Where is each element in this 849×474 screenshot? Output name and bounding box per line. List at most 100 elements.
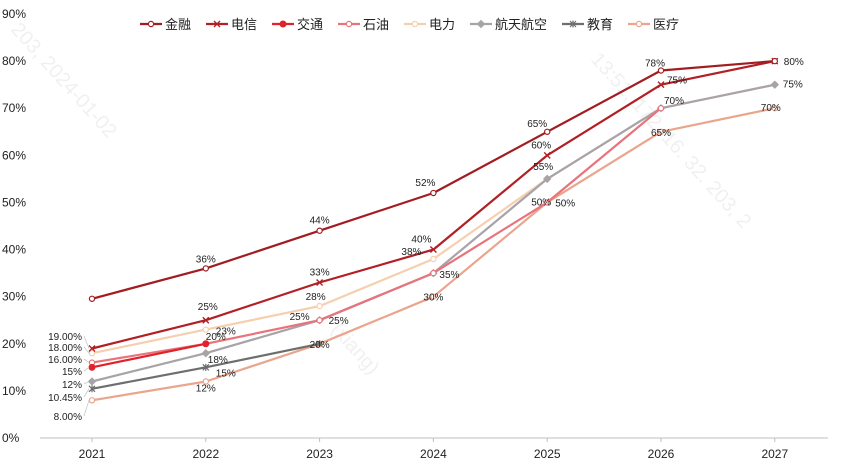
data-point-marker xyxy=(657,67,665,74)
data-point-marker xyxy=(316,302,323,310)
data-point-marker xyxy=(411,20,419,28)
data-point-marker xyxy=(657,105,665,112)
legend: 金融 电信 交通 石油 电力 航天航空 教育 医疗 xyxy=(140,17,679,32)
series-line xyxy=(90,107,663,364)
data-point-marker xyxy=(202,363,210,371)
data-label: 15% xyxy=(62,367,82,378)
data-label: 80% xyxy=(784,57,804,68)
data-point-marker xyxy=(345,20,353,28)
data-point-marker xyxy=(542,174,552,184)
x-tick-label: 2025 xyxy=(534,447,561,461)
legend-label: 金融 xyxy=(165,17,191,32)
data-point-marker xyxy=(316,340,324,348)
data-point-marker xyxy=(87,377,97,386)
y-tick-label: 80% xyxy=(2,54,26,68)
data-label: 23% xyxy=(216,327,236,338)
data-point-marker xyxy=(201,348,211,358)
data-label: 33% xyxy=(310,268,330,279)
series-3 xyxy=(88,340,210,371)
legend-label: 石油 xyxy=(363,17,389,32)
label-leader-line xyxy=(83,367,90,372)
watermark-text: (xiang) xyxy=(326,319,383,379)
data-label: 10.45% xyxy=(48,393,82,404)
data-label: 36% xyxy=(196,254,216,265)
series-line xyxy=(90,342,207,369)
watermark-layer: 203, 2024-01-02 13:51, 172. 16. 32. 203, … xyxy=(6,19,755,379)
data-label: 50% xyxy=(555,198,575,209)
y-tick-label: 90% xyxy=(2,7,26,21)
y-tick-label: 40% xyxy=(2,243,26,257)
series-4 xyxy=(88,105,665,366)
y-tick-label: 10% xyxy=(2,384,26,398)
data-label: 28% xyxy=(306,292,326,303)
series-5 xyxy=(88,81,779,357)
data-label: 25% xyxy=(329,316,349,327)
legend-label: 交通 xyxy=(297,17,323,32)
data-label: 12% xyxy=(196,383,216,394)
data-point-marker xyxy=(316,317,323,324)
data-point-marker xyxy=(430,189,437,197)
data-label: 30% xyxy=(423,293,443,304)
data-point-marker xyxy=(770,80,780,89)
data-label: 16.00% xyxy=(48,355,82,366)
data-label: 70% xyxy=(761,103,781,114)
data-point-marker xyxy=(544,199,551,206)
series-7 xyxy=(88,340,324,393)
data-point-marker xyxy=(88,363,96,371)
data-label: 15% xyxy=(216,368,236,379)
data-point-marker xyxy=(429,246,437,254)
x-tick-label: 2024 xyxy=(420,447,447,461)
x-tick-label: 2022 xyxy=(192,447,219,461)
data-label: 35% xyxy=(439,270,459,281)
y-tick-label: 30% xyxy=(2,290,26,304)
label-leader-line xyxy=(83,335,90,349)
data-label: 75% xyxy=(667,76,687,87)
legend-item: 金融 xyxy=(140,17,191,32)
data-labels: 19.00%18.00%16.00%15%12%10.45%8.00%36%44… xyxy=(48,57,804,423)
x-tick-label: 2023 xyxy=(306,447,333,461)
legend-item: 电力 xyxy=(404,17,455,32)
data-point-marker xyxy=(88,385,96,393)
data-point-marker xyxy=(88,344,96,352)
watermark-text: 203, 2024-01-02 xyxy=(6,19,121,143)
data-label: 38% xyxy=(401,247,421,258)
label-leader-line xyxy=(83,358,90,363)
legend-label: 教育 xyxy=(587,17,613,32)
data-point-marker xyxy=(316,279,324,287)
data-label: 8.00% xyxy=(54,412,82,423)
y-tick-label: 50% xyxy=(2,195,26,209)
legend-item: 交通 xyxy=(272,17,323,32)
data-point-marker xyxy=(657,128,665,135)
data-point-marker xyxy=(279,20,287,28)
data-point-marker xyxy=(771,57,779,65)
legend-item: 石油 xyxy=(338,17,389,32)
data-point-marker xyxy=(88,397,96,404)
data-label: 40% xyxy=(411,235,431,246)
label-leader-line xyxy=(83,388,90,398)
x-tick-label: 2021 xyxy=(79,447,106,461)
legend-label: 医疗 xyxy=(653,17,679,32)
x-tick-label: 2027 xyxy=(761,447,788,461)
data-point-marker xyxy=(147,20,155,28)
data-label: 50% xyxy=(531,197,551,208)
data-label: 52% xyxy=(415,178,435,189)
legend-label: 航天航空 xyxy=(495,17,547,32)
data-label: 20% xyxy=(310,340,330,351)
data-label: 18% xyxy=(208,355,228,366)
data-point-marker xyxy=(543,151,551,159)
data-label: 70% xyxy=(664,96,684,107)
legend-item: 医疗 xyxy=(628,17,679,32)
y-tick-label: 70% xyxy=(2,101,26,115)
legend-item: 电信 xyxy=(206,17,257,32)
data-point-marker xyxy=(771,105,779,112)
data-point-marker xyxy=(202,326,209,333)
data-label: 12% xyxy=(62,380,82,391)
data-point-marker xyxy=(202,316,210,324)
data-point-marker xyxy=(213,20,221,28)
y-tick-label: 0% xyxy=(2,431,20,445)
axes: 0% 10% 20% 30% 40% 50% 60% 70% 80% 90% 2021 2022 202… xyxy=(2,7,828,461)
legend-item: 教育 xyxy=(562,17,613,32)
data-point-marker xyxy=(202,265,209,272)
data-point-marker xyxy=(430,255,437,263)
data-point-marker xyxy=(430,269,437,277)
